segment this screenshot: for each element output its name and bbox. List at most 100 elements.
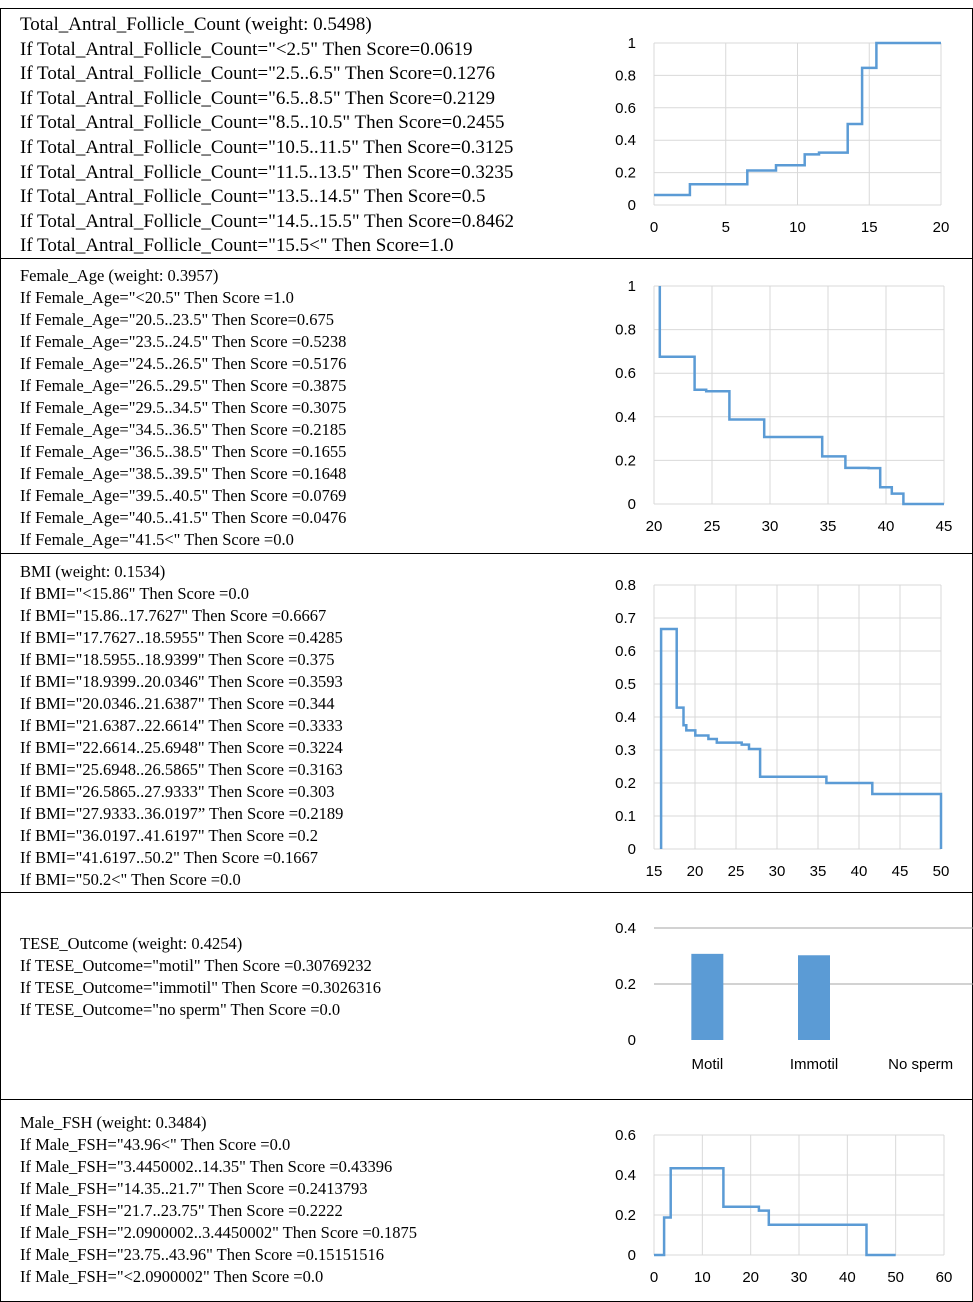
- x-tick-label: 30: [769, 863, 786, 880]
- chart-2: 20 25 30 35 40 45 0 0.2 0.4 0.6 0.8 1: [615, 278, 953, 535]
- rule-line: If BMI="26.5865..27.9333" Then Score =0.…: [20, 782, 335, 801]
- y-tick-label: 0.2: [615, 775, 636, 792]
- rule-line: If Total_Antral_Follicle_Count="<2.5" Th…: [20, 38, 473, 60]
- rule-line: If TESE_Outcome="immotil" Then Score =0.…: [20, 977, 381, 997]
- rule-line: If BMI="18.5955..18.9399" Then Score =0.…: [20, 650, 335, 669]
- y-tick-label: 0.8: [615, 577, 636, 594]
- rules-text: BMI (weight: 0.1534) If BMI="<15.86" Then…: [20, 561, 343, 891]
- x-category-label: Immotil: [790, 1056, 838, 1073]
- rule-line: If Female_Age="41.5<" Then Score =0.0: [20, 530, 294, 549]
- y-tick-label: 0.4: [615, 709, 636, 726]
- rule-line: If Female_Age="34.5..36.5" Then Score =0…: [20, 420, 347, 439]
- y-tick-label: 0.6: [615, 1127, 636, 1144]
- rule-line: If Male_FSH="2.0900002..3.4450002" Then …: [20, 1223, 418, 1242]
- panel-title: TESE_Outcome (weight: 0.4254): [20, 933, 243, 953]
- x-category-label: Motil: [691, 1056, 723, 1073]
- series-line: [654, 41, 941, 197]
- panel-title: Male_FSH (weight: 0.3484): [20, 1113, 207, 1132]
- y-tick-label: 0: [628, 1032, 636, 1049]
- x-tick-label: 30: [791, 1269, 808, 1286]
- rule-line: If BMI="41.6197..50.2" Then Score =0.166…: [20, 848, 319, 867]
- chart-3: 15 20 25 30 35 40 45 50 0 0.1 0.2 0.3 0.4 0.5 0.6 0.7 0.…: [615, 577, 950, 880]
- x-tick-label: 35: [810, 863, 827, 880]
- rule-line: If Total_Antral_Follicle_Count="6.5..8.5…: [20, 87, 496, 109]
- rule-line: If BMI="15.86..17.7627" Then Score =0.66…: [20, 606, 327, 625]
- rule-line: If Female_Age="23.5..24.5" Then Score =0…: [20, 332, 347, 351]
- rules-text: TESE_Outcome (weight: 0.4254) If TESE_Out…: [20, 893, 381, 1060]
- rule-line: If Total_Antral_Follicle_Count="15.5<" T…: [20, 235, 454, 257]
- x-tick-label: 10: [694, 1269, 711, 1286]
- x-tick-label: 25: [704, 518, 721, 535]
- y-tick-label: 0.8: [615, 322, 636, 339]
- rules-text: Female_Age (weight: 0.3957) If Female_Age…: [20, 265, 346, 551]
- rule-line: If Total_Antral_Follicle_Count="8.5..10.…: [20, 112, 505, 134]
- rule-line: If Female_Age="39.5..40.5" Then Score =0…: [20, 486, 347, 505]
- y-tick-label: 0: [628, 197, 636, 214]
- y-tick-label: 0.4: [615, 1167, 636, 1184]
- panel-3: BMI (weight: 0.1534) If BMI="<15.86" Then…: [0, 553, 973, 892]
- y-tick-label: 0.4: [615, 920, 636, 937]
- series-line: [658, 286, 944, 506]
- rule-line: If BMI="17.7627..18.5955" Then Score =0.…: [20, 628, 343, 647]
- y-tick-label: 0.2: [615, 1207, 636, 1224]
- rule-line: If BMI="25.6948..26.5865" Then Score =0.…: [20, 760, 343, 779]
- rule-line: If Total_Antral_Follicle_Count="13.5..14…: [20, 186, 486, 208]
- chart-4: 0 0.2 0.4 Motil Immotil No sperm: [615, 920, 973, 1073]
- rule-line: If BMI="22.6614..25.6948" Then Score =0.…: [20, 738, 343, 757]
- rules-text: Total_Antral_Follicle_Count (weight: 0.5…: [20, 13, 514, 259]
- x-tick-label: 40: [839, 1269, 856, 1286]
- x-category-label: No sperm: [888, 1056, 953, 1073]
- rules-text: Male_FSH (weight: 0.3484) If Male_FSH="43…: [20, 1112, 417, 1288]
- series-line: [659, 627, 943, 849]
- rule-line: If TESE_Outcome="no sperm" Then Score =0…: [20, 999, 341, 1019]
- rule-line: If Female_Age="20.5..23.5" Then Score=0.…: [20, 310, 335, 329]
- x-tick-label: 10: [789, 219, 806, 236]
- y-tick-label: 0.6: [615, 643, 636, 660]
- y-tick-label: 0: [628, 841, 636, 858]
- x-tick-label: 30: [762, 518, 779, 535]
- y-tick-label: 1: [628, 278, 636, 295]
- rule-line: If Female_Age="26.5..29.5" Then Score =0…: [20, 376, 347, 395]
- y-tick-label: 0.1: [615, 808, 636, 825]
- x-tick-label: 40: [878, 518, 895, 535]
- panel-title: BMI (weight: 0.1534): [20, 562, 166, 581]
- y-tick-label: 0.3: [615, 742, 636, 759]
- x-tick-label: 15: [861, 219, 878, 236]
- rule-line: If BMI="21.6387..22.6614" Then Score =0.…: [20, 716, 343, 735]
- rule-line: If Male_FSH="14.35..21.7" Then Score =0.…: [20, 1179, 368, 1198]
- rule-line: If Female_Age="36.5..38.5" Then Score =0…: [20, 442, 347, 461]
- y-tick-label: 0.6: [615, 365, 636, 382]
- x-tick-label: 50: [933, 863, 950, 880]
- x-tick-label: 15: [646, 863, 663, 880]
- rule-line: If BMI="36.0197..41.6197" Then Score =0.…: [20, 826, 319, 845]
- x-tick-label: 20: [687, 863, 704, 880]
- chart-5: 0 10 20 30 40 50 60 0 0.2 0.4 0.6: [615, 1127, 953, 1286]
- bar: [798, 955, 830, 1040]
- panel-4: TESE_Outcome (weight: 0.4254) If TESE_Out…: [0, 892, 973, 1099]
- y-tick-label: 0.7: [615, 610, 636, 627]
- rule-line: If Male_FSH="43.96<" Then Score =0.0: [20, 1135, 291, 1154]
- y-tick-label: 0.2: [615, 165, 636, 182]
- y-tick-label: 0: [628, 1247, 636, 1264]
- rule-line: If Male_FSH="<2.0900002" Then Score =0.0: [20, 1267, 324, 1286]
- y-tick-label: 1: [628, 35, 636, 52]
- rule-line: If BMI="20.0346..21.6387" Then Score =0.…: [20, 694, 335, 713]
- rule-line: If Male_FSH="3.4450002..14.35" Then Scor…: [20, 1157, 393, 1176]
- x-tick-label: 5: [722, 219, 730, 236]
- x-tick-label: 50: [887, 1269, 904, 1286]
- x-tick-label: 45: [936, 518, 953, 535]
- x-tick-label: 45: [892, 863, 909, 880]
- rule-line: If Total_Antral_Follicle_Count="14.5..15…: [20, 210, 515, 232]
- y-tick-label: 0.5: [615, 676, 636, 693]
- rule-line: If Female_Age="24.5..26.5" Then Score =0…: [20, 354, 347, 373]
- x-tick-label: 35: [820, 518, 837, 535]
- rule-line: If Male_FSH="21.7..23.75" Then Score =0.…: [20, 1201, 343, 1220]
- panel-5: Male_FSH (weight: 0.3484) If Male_FSH="43…: [0, 1099, 973, 1302]
- chart-1: 0 5 10 15 20 0 0.2 0.4 0.6 0.8 1: [615, 35, 949, 236]
- x-tick-label: 60: [936, 1269, 953, 1286]
- rule-line: If BMI="27.9333..36.0197” Then Score =0.…: [20, 804, 344, 823]
- rule-line: If Total_Antral_Follicle_Count="10.5..11…: [20, 136, 514, 158]
- panel-title: Female_Age (weight: 0.3957): [20, 266, 219, 285]
- x-tick-label: 20: [646, 518, 663, 535]
- x-tick-label: 20: [742, 1269, 759, 1286]
